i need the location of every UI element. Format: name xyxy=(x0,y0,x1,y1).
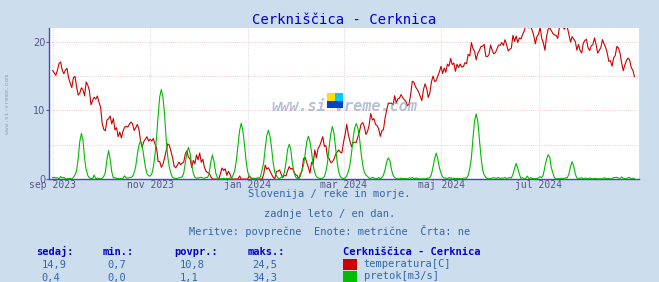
Text: Meritve: povprečne  Enote: metrične  Črta: ne: Meritve: povprečne Enote: metrične Črta:… xyxy=(189,226,470,237)
Text: min.:: min.: xyxy=(102,247,133,257)
Text: temperatura[C]: temperatura[C] xyxy=(364,259,451,269)
Text: maks.:: maks.: xyxy=(247,247,285,257)
Text: sedaj:: sedaj: xyxy=(36,246,74,257)
Text: Cerkniščica - Cerknica: Cerkniščica - Cerknica xyxy=(343,247,480,257)
Text: 0,4: 0,4 xyxy=(42,273,60,282)
Text: 34,3: 34,3 xyxy=(252,273,277,282)
Title: Cerkniščica - Cerknica: Cerkniščica - Cerknica xyxy=(252,13,436,27)
Text: Slovenija / reke in morje.: Slovenija / reke in morje. xyxy=(248,190,411,199)
Text: www.si-vreme.com: www.si-vreme.com xyxy=(272,99,417,114)
Text: 0,7: 0,7 xyxy=(107,261,126,270)
Text: 0,0: 0,0 xyxy=(107,273,126,282)
Text: 14,9: 14,9 xyxy=(42,261,67,270)
Text: 24,5: 24,5 xyxy=(252,261,277,270)
Text: povpr.:: povpr.: xyxy=(175,247,218,257)
Text: 10,8: 10,8 xyxy=(180,261,205,270)
Text: pretok[m3/s]: pretok[m3/s] xyxy=(364,271,439,281)
Text: 1,1: 1,1 xyxy=(180,273,198,282)
Text: zadnje leto / en dan.: zadnje leto / en dan. xyxy=(264,209,395,219)
Text: www.si-vreme.com: www.si-vreme.com xyxy=(5,74,11,134)
